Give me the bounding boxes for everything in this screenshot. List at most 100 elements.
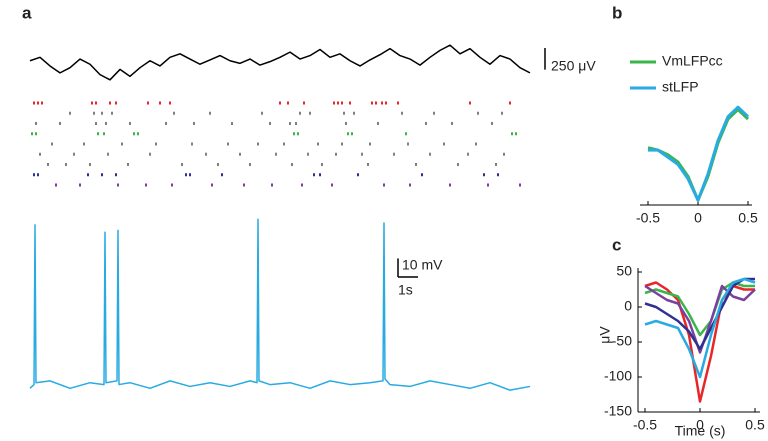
legend-label: VmLFPcc [662, 53, 723, 69]
spike [289, 122, 291, 125]
spike [385, 101, 387, 105]
spike [149, 152, 151, 156]
spike [301, 183, 303, 187]
spike [335, 152, 337, 156]
spike [457, 163, 459, 166]
spike [443, 142, 445, 146]
spike [341, 101, 343, 105]
spike [261, 111, 263, 115]
spike [189, 173, 191, 177]
spike [369, 142, 371, 146]
spike [39, 152, 41, 156]
spike [249, 163, 251, 166]
spike [33, 101, 35, 105]
spike [287, 101, 289, 105]
x-tick-label: 0 [696, 417, 704, 433]
panel-label: b [612, 3, 622, 22]
spike [519, 183, 521, 187]
spike [111, 111, 113, 115]
spike [477, 111, 479, 115]
y-tick-label: -150 [604, 403, 632, 419]
panel-label: a [22, 3, 32, 22]
spike [495, 163, 497, 166]
spike [313, 173, 315, 177]
spike [383, 183, 385, 187]
spike [79, 183, 81, 187]
spike [65, 163, 67, 166]
spike [159, 101, 161, 105]
spike [31, 132, 33, 136]
trace [644, 284, 756, 354]
spike [401, 111, 403, 115]
spike [231, 122, 233, 125]
y-tick-label: 0 [624, 298, 632, 314]
spike [73, 152, 75, 156]
spike [37, 101, 39, 105]
spike [297, 132, 299, 136]
spike [173, 111, 175, 115]
spike [271, 183, 273, 187]
spike [347, 132, 349, 136]
spike [449, 183, 451, 187]
spike [101, 111, 103, 115]
spike [341, 142, 343, 146]
spike [51, 142, 53, 146]
spike [101, 173, 103, 177]
spike [397, 101, 399, 105]
spike [421, 173, 423, 177]
y-axis-label: μV [597, 326, 613, 344]
trace [29, 44, 531, 81]
spike [367, 163, 369, 166]
trace [644, 281, 755, 403]
spike [105, 122, 107, 125]
spike [117, 183, 119, 187]
spike [497, 173, 499, 177]
scale-bar-label: 1s [398, 282, 413, 298]
spike [193, 122, 195, 125]
spike [309, 111, 311, 115]
spike [425, 122, 427, 125]
spike [69, 111, 71, 115]
spike [169, 101, 171, 105]
spike [87, 173, 89, 177]
spike [257, 142, 259, 146]
spike [155, 142, 157, 146]
spike [109, 101, 111, 105]
spike [115, 173, 117, 177]
spike [55, 183, 57, 187]
spike [295, 122, 297, 125]
spike [475, 142, 477, 146]
spike [147, 101, 149, 105]
spike [91, 101, 93, 105]
spike [37, 173, 39, 177]
spike [429, 152, 431, 156]
spike [275, 152, 277, 156]
spike [503, 152, 505, 156]
spike [469, 101, 471, 105]
x-axis-label: Time (s) [675, 423, 726, 439]
x-tick-label: -0.5 [636, 210, 660, 226]
trace [29, 218, 531, 391]
spike [35, 132, 37, 136]
spike [211, 183, 213, 187]
spike [103, 132, 105, 136]
spike [349, 101, 351, 105]
spike [307, 152, 309, 156]
trace [644, 281, 755, 337]
x-tick-label: 0.5 [745, 417, 765, 433]
spike [415, 163, 417, 166]
spike [127, 163, 129, 166]
spike [293, 132, 295, 136]
spike [89, 163, 91, 166]
spike [433, 111, 435, 115]
spike [467, 152, 469, 156]
spike [93, 111, 95, 115]
spike [95, 122, 97, 125]
trace [644, 277, 755, 351]
y-tick-label: -100 [604, 368, 632, 384]
x-tick-label: 0 [694, 210, 702, 226]
spike [97, 132, 99, 136]
spike [121, 142, 123, 146]
spike [451, 122, 453, 125]
